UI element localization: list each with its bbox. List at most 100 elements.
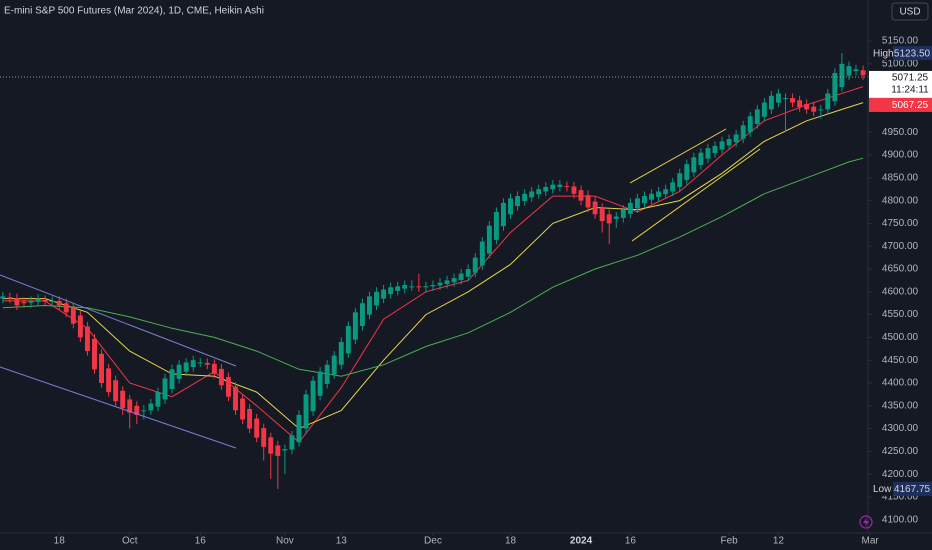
candle-body: [768, 95, 774, 110]
candle-body: [642, 196, 647, 204]
candle-body: [84, 326, 90, 352]
candle-body: [691, 157, 697, 173]
candle-body: [359, 303, 365, 327]
candle-body: [860, 70, 866, 76]
candle-body: [811, 106, 817, 112]
candle-body: [395, 286, 401, 291]
candle-body: [515, 196, 521, 207]
x-tick-label: Oct: [122, 536, 138, 547]
candle-body: [162, 378, 168, 400]
x-tick-label: 18: [505, 536, 517, 547]
candle-body: [543, 186, 549, 192]
candle-body: [261, 428, 267, 447]
candle-body: [846, 66, 852, 76]
x-tick-label: 12: [773, 536, 785, 547]
candle-body: [99, 353, 105, 383]
candle-body: [183, 362, 189, 372]
candle-body: [677, 173, 683, 187]
candle-body: [761, 102, 767, 117]
y-tick-label: 4500.00: [882, 332, 919, 343]
x-tick-label: 16: [625, 536, 637, 547]
candle-body: [634, 198, 640, 209]
chart-title: E-mini S&P 500 Futures (Mar 2024), 1D, C…: [4, 6, 264, 17]
candle-body: [388, 287, 394, 295]
candle-body: [451, 278, 457, 283]
candle-body: [825, 93, 831, 110]
candle-body: [42, 300, 48, 302]
candle-body: [423, 286, 429, 288]
candle-body: [564, 186, 570, 188]
high-label: High: [873, 48, 894, 59]
y-tick-label: 4750.00: [882, 218, 919, 229]
candle-body: [127, 399, 133, 413]
candle-body: [740, 125, 746, 139]
y-tick-label: 4600.00: [882, 286, 919, 297]
candle-body: [571, 186, 577, 194]
candle-body: [204, 362, 210, 365]
candle-body: [331, 355, 337, 375]
high-value-box: [893, 46, 932, 61]
lightning-icon[interactable]: [859, 515, 873, 529]
candle-body: [113, 380, 119, 402]
x-tick-label: 16: [195, 536, 207, 547]
candle-body: [28, 300, 34, 303]
candle-body: [120, 390, 126, 409]
candle-body: [268, 437, 274, 454]
y-tick-label: 4150.00: [882, 492, 919, 503]
candle-body: [148, 403, 154, 411]
last-price: 5071.25: [892, 73, 929, 84]
last-price-box: [869, 70, 932, 98]
candle-body: [7, 297, 13, 299]
y-tick-label: 4950.00: [882, 127, 919, 138]
x-tick-label: Dec: [424, 536, 442, 547]
y-tick-label: 5100.00: [882, 58, 919, 69]
candle-body: [70, 307, 76, 324]
low-value-box: [893, 481, 932, 496]
currency-label[interactable]: USD: [899, 7, 920, 18]
candle-body: [169, 369, 175, 389]
candle-body: [797, 100, 803, 108]
candle-body: [486, 225, 492, 254]
candle-body: [684, 164, 690, 181]
candle-body: [853, 69, 859, 72]
low-value: 4167.75: [894, 484, 931, 495]
candle-body: [352, 312, 358, 340]
candle-body: [529, 191, 535, 198]
candle-body: [754, 109, 760, 125]
y-tick-label: 4850.00: [882, 172, 919, 183]
candle-body: [649, 193, 654, 200]
candle-body: [92, 338, 97, 370]
candle-body: [620, 209, 626, 218]
x-tick-label: 2024: [570, 536, 593, 547]
candle-body: [444, 280, 450, 285]
candle-body: [747, 116, 753, 133]
candle-body: [719, 141, 725, 150]
candle-body: [592, 201, 598, 215]
y-tick-label: 4300.00: [882, 423, 919, 434]
high-value: 5123.50: [894, 48, 931, 59]
candle-body: [218, 368, 224, 386]
currency-button[interactable]: [891, 2, 929, 21]
candle-body: [726, 139, 732, 146]
x-tick-label: Mar: [861, 536, 879, 547]
candle-body: [254, 418, 260, 438]
candle-body: [190, 360, 196, 368]
candle-body: [599, 207, 605, 222]
candle-body: [733, 134, 739, 143]
trend-line: [631, 148, 761, 242]
candle-body: [21, 301, 27, 304]
candle-body: [606, 214, 612, 224]
candle-body: [77, 315, 83, 338]
candle-body: [557, 184, 563, 187]
candle-body: [381, 289, 387, 299]
countdown: 11:24:11: [891, 85, 929, 96]
y-tick-label: 4800.00: [882, 195, 919, 206]
x-tick-label: 13: [336, 536, 348, 547]
candle-body: [155, 392, 161, 407]
trend-line: [629, 128, 727, 184]
candle-body: [550, 184, 556, 190]
candle-body: [465, 269, 471, 277]
y-tick-label: 4900.00: [882, 150, 919, 161]
candle-body: [296, 414, 302, 443]
